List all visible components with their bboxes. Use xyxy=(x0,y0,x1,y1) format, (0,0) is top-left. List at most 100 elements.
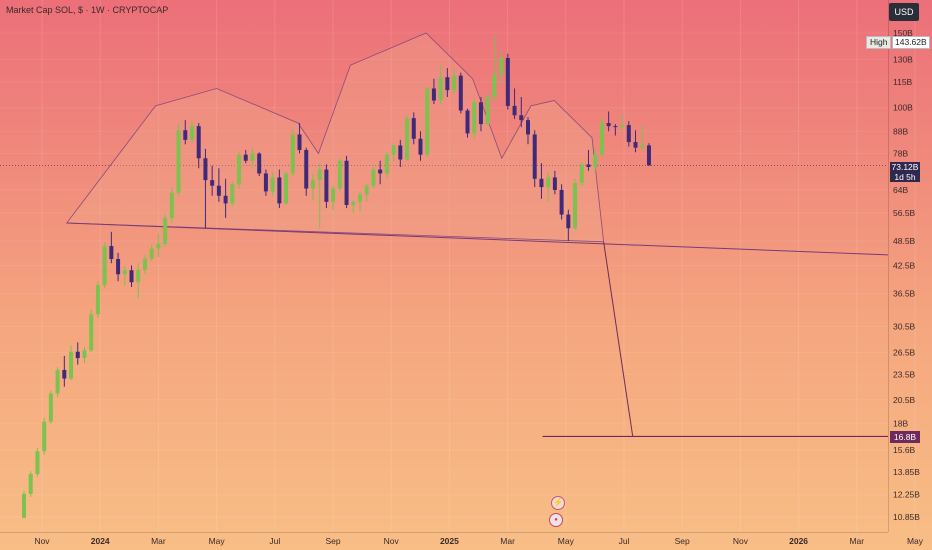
candle-body xyxy=(512,105,517,116)
candle-body xyxy=(210,180,215,186)
candle-body xyxy=(633,142,638,148)
target-price-tag: 16.8B xyxy=(890,431,920,443)
candle-body xyxy=(230,184,235,204)
y-axis-tick-label: 42.5B xyxy=(893,260,916,270)
candle-body xyxy=(69,351,74,379)
y-axis-tick-label: 130B xyxy=(893,54,913,64)
high-marker-value: 143.62B xyxy=(892,36,930,49)
y-axis-tick-label: 56.5B xyxy=(893,208,916,218)
candle-body xyxy=(304,149,309,189)
candle-body xyxy=(142,258,147,270)
neckline xyxy=(66,222,889,256)
x-axis-tick-label: Mar xyxy=(849,536,864,546)
event-flag-icon[interactable]: ● xyxy=(549,513,563,527)
candle-body xyxy=(190,126,194,140)
candle-body xyxy=(122,270,127,275)
x-axis-tick-label: Mar xyxy=(151,536,166,546)
candle-body xyxy=(573,182,578,229)
y-axis-tick-label: 30.5B xyxy=(893,322,916,332)
candle-body xyxy=(243,154,248,161)
bar-countdown: 1d 5h xyxy=(894,172,916,182)
candle-body xyxy=(42,421,47,452)
candle-body xyxy=(237,154,242,185)
candle-body xyxy=(263,173,268,192)
candle-body xyxy=(270,177,275,192)
candle-body xyxy=(62,369,67,379)
chart-title: Market Cap SOL, $ · 1W · CRYPTOCAP xyxy=(6,5,169,15)
candle-body xyxy=(478,102,483,125)
candle-body xyxy=(586,164,591,167)
candle-body xyxy=(290,134,295,174)
candle-body xyxy=(465,110,470,134)
y-axis-tick-label: 88B xyxy=(893,126,908,136)
candle-body xyxy=(599,123,604,155)
candle-body xyxy=(163,217,168,244)
y-axis-tick-label: 18B xyxy=(893,419,908,429)
candle-body xyxy=(257,153,262,174)
candle-body xyxy=(48,393,53,422)
currency-button[interactable]: USD xyxy=(889,3,919,21)
y-axis-tick-label: 100B xyxy=(893,103,913,113)
candle-body xyxy=(223,195,228,204)
candle-body xyxy=(593,154,598,167)
candle-body xyxy=(183,130,188,140)
candle-body xyxy=(310,180,315,189)
x-axis-tick-label: May xyxy=(209,536,226,546)
candle-body xyxy=(136,269,141,283)
x-axis-tick-label: Jul xyxy=(619,536,630,546)
candle-body xyxy=(485,96,490,125)
x-axis-tick-label: Sep xyxy=(675,536,690,546)
last-price-value: 73.12B xyxy=(891,162,919,172)
y-axis-tick-label: 20.5B xyxy=(893,395,916,405)
candle-body xyxy=(405,118,410,160)
candle-body xyxy=(75,351,80,359)
candle-body xyxy=(109,246,114,260)
candle-body xyxy=(169,192,174,218)
candle-body xyxy=(196,126,201,159)
candle-body xyxy=(438,77,443,101)
candle-body xyxy=(216,185,221,196)
x-axis-tick-label: Mar xyxy=(500,536,515,546)
candle-body xyxy=(22,493,26,518)
candle-body xyxy=(331,188,336,202)
candle-body xyxy=(102,246,107,286)
x-axis-tick-label: 2025 xyxy=(440,536,459,546)
y-axis-tick-label: 26.5B xyxy=(893,347,916,357)
candle-body xyxy=(640,145,645,148)
candle-body xyxy=(35,451,40,475)
candle-body xyxy=(492,74,497,97)
candle-body xyxy=(411,118,416,139)
candle-body xyxy=(391,145,396,155)
candle-body xyxy=(116,259,121,275)
candle-body xyxy=(358,194,362,202)
candle-body xyxy=(176,130,181,193)
candle-body xyxy=(532,134,537,179)
candle-body xyxy=(337,160,342,189)
candle-body xyxy=(371,169,376,186)
candle-body xyxy=(156,243,161,249)
candle-body xyxy=(89,314,94,351)
y-axis-tick-label: 12.25B xyxy=(893,490,920,500)
candle-body xyxy=(626,125,631,143)
lightning-icon[interactable]: ⚡ xyxy=(551,496,565,510)
y-axis-tick-label: 36.5B xyxy=(893,288,916,298)
y-axis-tick-label: 48.5B xyxy=(893,236,916,246)
candle-body xyxy=(317,169,322,181)
candle-body xyxy=(526,120,530,135)
candle-body xyxy=(646,145,651,166)
candle-body xyxy=(499,57,504,75)
candle-body xyxy=(250,153,255,161)
projection-line xyxy=(603,241,634,437)
y-axis-tick-label: 64B xyxy=(893,185,908,195)
head-and-shoulders-shape xyxy=(65,32,605,243)
x-axis-tick-label: Nov xyxy=(34,536,50,546)
candle-body xyxy=(28,474,33,494)
candle-body xyxy=(351,201,356,205)
candle-body xyxy=(149,248,154,259)
candle-body xyxy=(539,178,544,188)
y-axis-tick-label: 150B xyxy=(893,28,913,38)
y-axis-tick-label: 15.6B xyxy=(893,445,916,455)
x-axis-tick-label: Jul xyxy=(269,536,280,546)
y-axis-tick-label: 10.85B xyxy=(893,512,920,522)
